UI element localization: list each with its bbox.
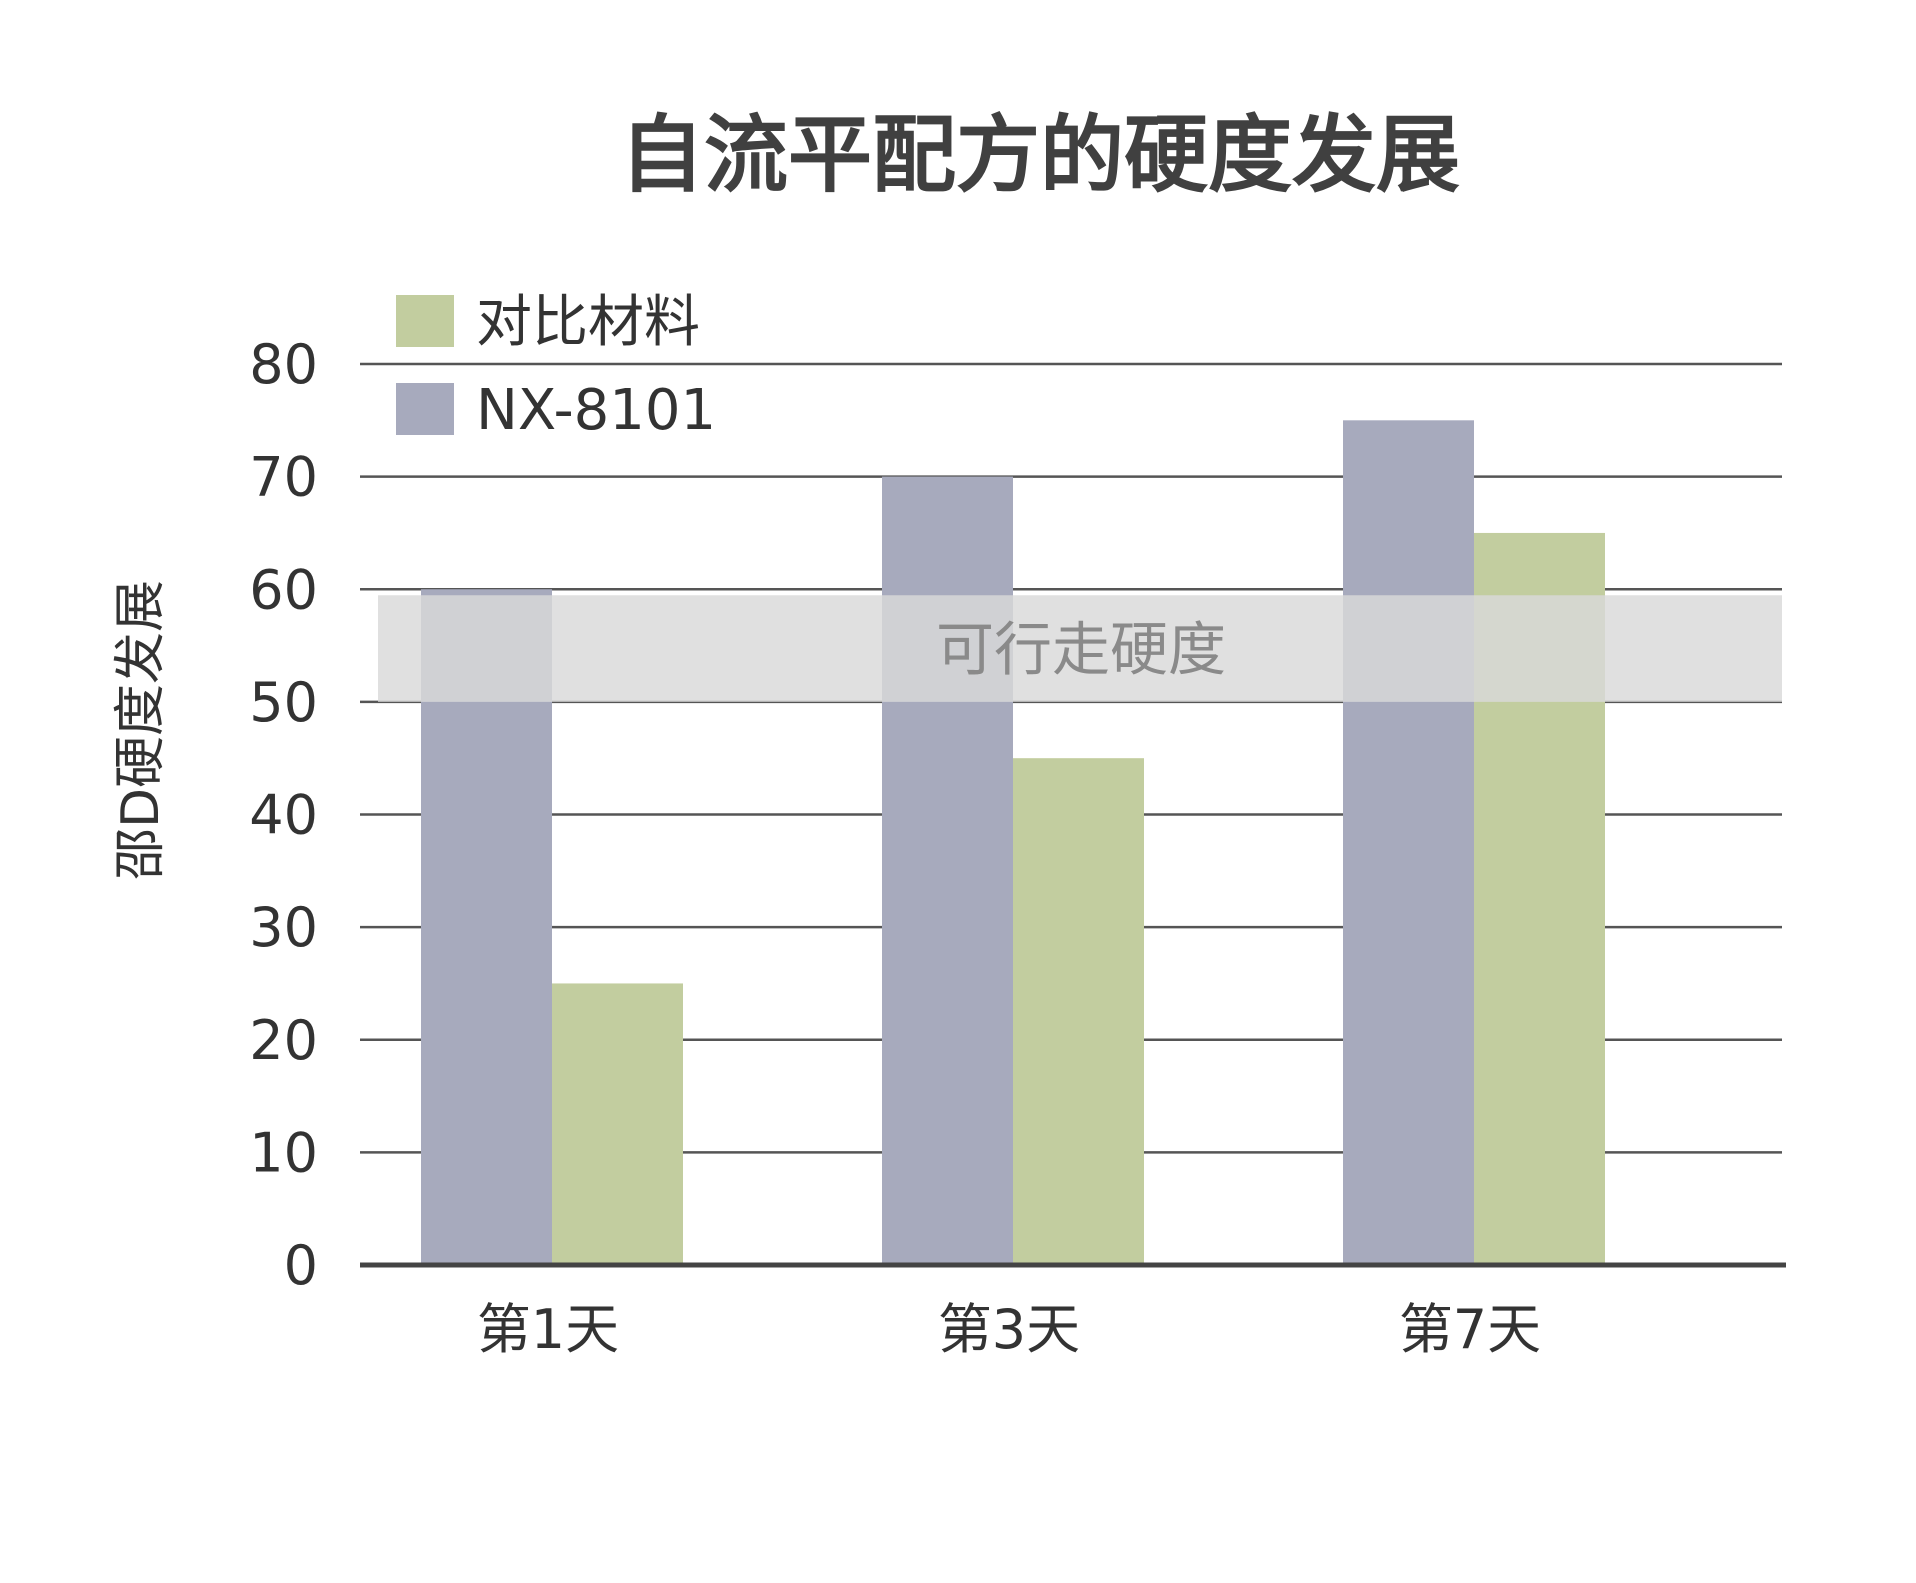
legend: 对比材料 NX-8101	[396, 290, 716, 443]
bar-comparison	[1013, 758, 1144, 1265]
category-labels: 第1天 第3天 第7天	[477, 1298, 1541, 1361]
y-tick-label: 30	[249, 896, 318, 959]
walkable-hardness-band: 可行走硬度	[378, 595, 1782, 702]
y-tick-label: 80	[249, 333, 318, 396]
bar-nx8101	[1343, 420, 1474, 1265]
y-tick-labels: 0 10 20 30 40 50 60 70 80	[249, 333, 318, 1297]
category-label: 第3天	[938, 1298, 1080, 1361]
category-label: 第7天	[1399, 1298, 1541, 1361]
y-tick-label: 60	[249, 558, 318, 621]
bar-comparison	[552, 983, 683, 1265]
y-tick-label: 40	[249, 784, 318, 847]
y-tick-label: 20	[249, 1009, 318, 1072]
y-tick-label: 0	[284, 1234, 318, 1297]
band-label: 可行走硬度	[936, 616, 1226, 684]
y-axis-label: 邵D硬度发展	[111, 580, 171, 880]
legend-swatch	[396, 295, 454, 347]
bar-nx8101	[882, 476, 1013, 1265]
y-tick-label: 50	[249, 671, 318, 734]
legend-label: NX-8101	[476, 378, 716, 443]
chart-title: 自流平配方的硬度发展	[619, 106, 1460, 204]
legend-label: 对比材料	[476, 290, 700, 355]
y-tick-label: 70	[249, 446, 318, 509]
category-label: 第1天	[477, 1298, 619, 1361]
band-area	[378, 595, 1782, 702]
legend-swatch	[396, 383, 454, 435]
bars	[421, 420, 1605, 1265]
y-tick-label: 10	[249, 1121, 318, 1184]
